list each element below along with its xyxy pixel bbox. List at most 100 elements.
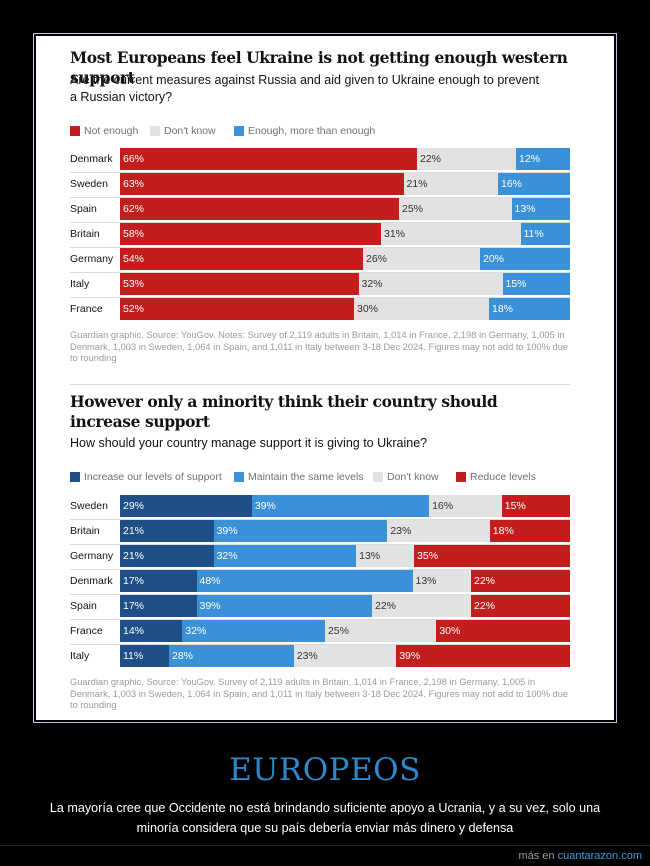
footer: más en cuantarazon.com	[518, 850, 642, 862]
row-separator	[70, 296, 570, 298]
bar-row: France 52% 30% 18%	[70, 298, 570, 320]
bar-segment: 28%	[169, 645, 294, 667]
bar-segment: 18%	[489, 298, 570, 320]
legend-label: Increase our levels of support	[84, 471, 222, 483]
row-separator	[70, 643, 570, 645]
bar-segment: 58%	[120, 223, 381, 245]
row-separator	[70, 593, 570, 595]
bar-row: Britain 58% 31% 11%	[70, 223, 570, 245]
stacked-bar: 29% 39% 16% 15%	[120, 495, 570, 517]
legend-item: Maintain the same levels	[234, 471, 364, 483]
bar-segment: 15%	[501, 495, 570, 517]
category-label: Sweden	[70, 500, 108, 512]
bar-segment: 54%	[120, 248, 363, 270]
bar-segment: 11%	[520, 223, 570, 245]
bar-row: Denmark 66% 22% 12%	[70, 148, 570, 170]
bar-segment: 48%	[196, 570, 413, 592]
category-label: Italy	[70, 650, 90, 662]
bar-segment: 13%	[356, 545, 415, 567]
legend-item: Don't know	[150, 125, 216, 137]
bar-row: Denmark 17% 48% 13% 22%	[70, 570, 570, 592]
bar-segment: 16%	[498, 173, 570, 195]
footer-prefix: más en	[518, 850, 555, 862]
bar-row: Germany 21% 32% 13% 35%	[70, 545, 570, 567]
chart2-title: However only a minority think their coun…	[70, 392, 498, 431]
bar-segment: 32%	[182, 620, 325, 642]
bar-row: Britain 21% 39% 23% 18%	[70, 520, 570, 542]
bar-segment: 13%	[412, 570, 471, 592]
category-label: Denmark	[70, 153, 113, 165]
chart2-subtitle: How should your country manage support i…	[70, 436, 428, 450]
category-label: Britain	[70, 525, 100, 537]
legend-item: Increase our levels of support	[70, 471, 222, 483]
bar-segment: 53%	[120, 273, 359, 295]
category-label: Germany	[70, 550, 114, 562]
row-separator	[70, 568, 570, 570]
category-label: France	[70, 625, 103, 637]
stacked-bar: 58% 31% 11%	[120, 223, 570, 245]
bar-segment: 22%	[471, 595, 570, 617]
bar-row: Sweden 63% 21% 16%	[70, 173, 570, 195]
legend-swatch	[373, 472, 383, 482]
legend-label: Maintain the same levels	[248, 471, 364, 483]
bar-segment: 39%	[213, 520, 388, 542]
row-separator	[70, 271, 570, 273]
bar-row: Spain 17% 39% 22% 22%	[70, 595, 570, 617]
footer-site-link[interactable]: cuantarazon.com	[557, 850, 642, 862]
row-separator	[70, 221, 570, 223]
chart1-bars: Denmark 66% 22% 12% Sweden 63% 21% 16% Spain 62% 2…	[70, 148, 570, 323]
bar-segment: 21%	[403, 173, 498, 195]
category-label: Spain	[70, 600, 97, 612]
legend-item: Reduce levels	[456, 471, 536, 483]
bar-segment: 32%	[358, 273, 503, 295]
legend-swatch	[70, 472, 80, 482]
bar-row: Italy 53% 32% 15%	[70, 273, 570, 295]
bar-segment: 30%	[436, 620, 570, 642]
stacked-bar: 66% 22% 12%	[120, 148, 570, 170]
footer-divider	[0, 845, 650, 846]
legend-label: Don't know	[164, 125, 216, 137]
chart1-legend: Not enough Don't know Enough, more than en…	[70, 125, 570, 139]
chart2-bars: Sweden 29% 39% 16% 15% Britain 21% 39% 23% 18% Ger…	[70, 495, 570, 670]
stacked-bar: 21% 32% 13% 35%	[120, 545, 570, 567]
stacked-bar: 63% 21% 16%	[120, 173, 570, 195]
bar-segment: 26%	[363, 248, 480, 270]
category-label: France	[70, 303, 103, 315]
bar-segment: 17%	[120, 570, 197, 592]
row-separator	[70, 171, 570, 173]
legend-swatch	[234, 472, 244, 482]
legend-swatch	[234, 126, 244, 136]
category-label: Sweden	[70, 178, 108, 190]
bar-segment: 15%	[502, 273, 570, 295]
bar-segment: 23%	[387, 520, 490, 542]
bar-segment: 31%	[381, 223, 521, 245]
stacked-bar: 17% 48% 13% 22%	[120, 570, 570, 592]
legend-label: Enough, more than enough	[248, 125, 376, 137]
chart2-legend: Increase our levels of support Maintain t…	[70, 471, 570, 485]
bar-row: France 14% 32% 25% 30%	[70, 620, 570, 642]
legend-label: Don't know	[387, 471, 439, 483]
chart2-source-note: Guardian graphic. Source: YouGov. Survey…	[70, 677, 569, 710]
legend-item: Not enough	[70, 125, 138, 137]
bar-segment: 52%	[120, 298, 354, 320]
bar-segment: 13%	[511, 198, 570, 220]
row-separator	[70, 196, 570, 198]
row-separator	[70, 518, 570, 520]
chart1-source-note: Guardian graphic. Source: YouGov. Notes:…	[70, 330, 569, 363]
chart1-title: Most Europeans feel Ukraine is not getti…	[70, 48, 568, 87]
bar-segment: 25%	[399, 198, 512, 220]
bar-segment: 14%	[120, 620, 183, 642]
bar-segment: 63%	[120, 173, 404, 195]
row-separator	[70, 246, 570, 248]
bar-segment: 66%	[120, 148, 417, 170]
bar-segment: 25%	[324, 620, 437, 642]
bar-segment: 22%	[372, 595, 471, 617]
stacked-bar: 62% 25% 13%	[120, 198, 570, 220]
bar-segment: 23%	[293, 645, 397, 667]
caption-text: La mayoría cree que Occidente no está br…	[49, 801, 601, 835]
bar-segment: 17%	[120, 595, 197, 617]
legend-item: Don't know	[373, 471, 439, 483]
row-separator	[70, 543, 570, 545]
bar-segment: 30%	[354, 298, 489, 320]
chart-frame: Most Europeans feel Ukraine is not getti…	[33, 33, 617, 723]
